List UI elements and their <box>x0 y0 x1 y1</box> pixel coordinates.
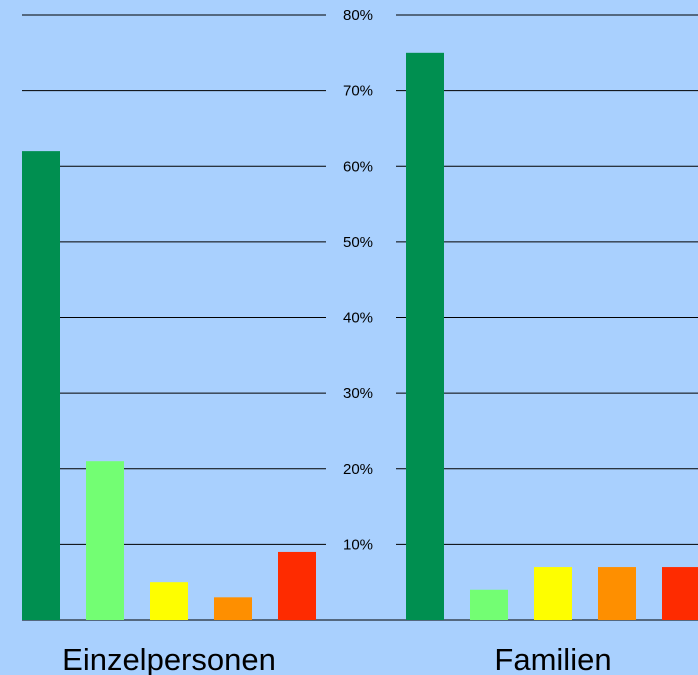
bar <box>150 582 188 620</box>
category-label: Einzelpersonen <box>62 642 276 675</box>
bar <box>214 597 252 620</box>
category-label: Familien <box>494 642 611 675</box>
gridlines <box>22 14 698 621</box>
bar <box>470 589 508 620</box>
y-tick-label: 50% <box>343 234 373 251</box>
y-tick-label: 10% <box>343 536 373 553</box>
y-tick-label: 20% <box>343 461 373 478</box>
bar <box>406 52 444 620</box>
y-tick-label: 40% <box>343 310 373 327</box>
bar <box>534 567 572 620</box>
category-labels: Einzelpersonen Familien <box>62 642 611 675</box>
y-tick-label: 60% <box>343 158 373 175</box>
bars <box>22 52 698 620</box>
bar <box>598 567 636 620</box>
y-tick-label: 80% <box>343 7 373 24</box>
bar <box>278 551 316 620</box>
bar <box>662 567 698 620</box>
y-tick-label: 30% <box>343 385 373 402</box>
bar <box>86 461 124 620</box>
bar <box>22 151 60 620</box>
y-tick-label: 70% <box>343 83 373 100</box>
y-axis: 10% 20% 30% 40% 50% 60% 70% 80% <box>343 7 373 553</box>
